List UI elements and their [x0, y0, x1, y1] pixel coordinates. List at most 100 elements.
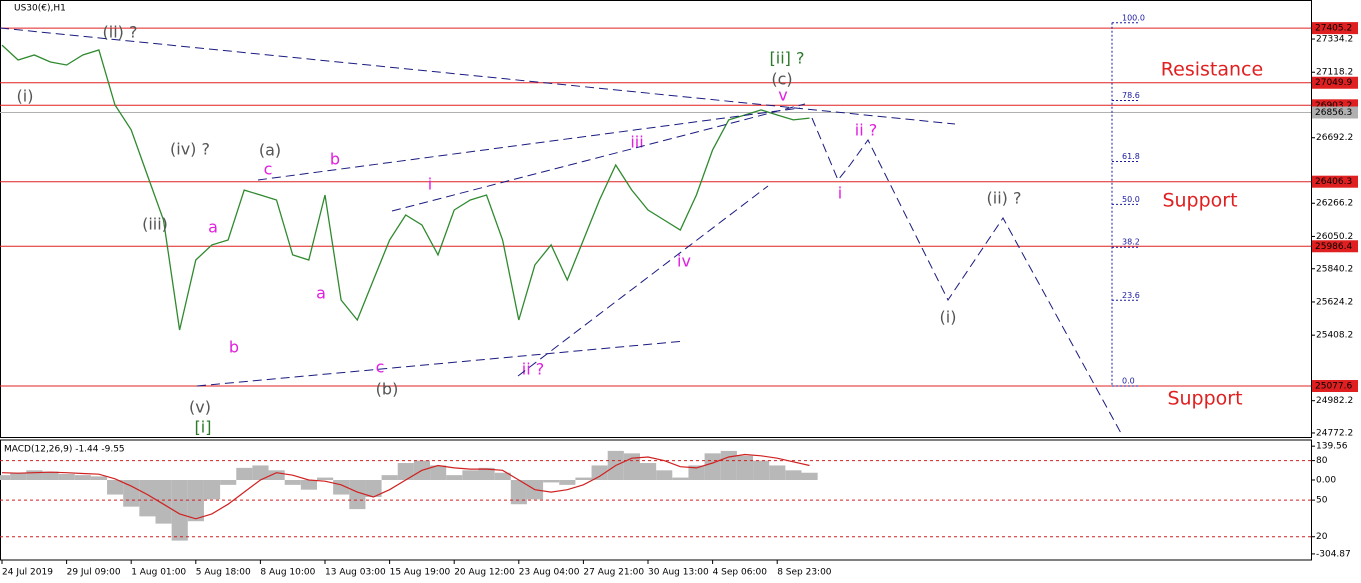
y-tick-label: 26050.2: [1316, 232, 1353, 242]
wave-label: (ii) ?: [987, 189, 1022, 208]
macd-bar: [559, 480, 576, 485]
macd-bar: [494, 472, 511, 480]
macd-bar: [656, 470, 673, 480]
macd-bar: [139, 480, 156, 517]
fib-label: 78.6: [1122, 91, 1140, 100]
wave-label: (b): [376, 380, 399, 399]
macd-bar: [252, 465, 269, 480]
wave-label: v: [778, 86, 787, 105]
wave-label: (iii): [142, 215, 168, 234]
macd-bar: [801, 472, 818, 480]
x-tick-label: 20 Aug 12:00: [454, 568, 515, 578]
level-label: 25077.6: [1315, 382, 1352, 392]
macd-bar: [430, 465, 447, 480]
fib-label: 38.2: [1122, 238, 1140, 247]
macd-bar: [704, 453, 721, 480]
fib-label: 61.8: [1122, 152, 1140, 161]
macd-tick-label: -304.87: [1316, 549, 1351, 559]
macd-tick-label: 139.56: [1316, 442, 1348, 452]
x-tick-label: 15 Aug 19:00: [390, 568, 451, 578]
macd-bar: [90, 476, 108, 480]
projection: [811, 117, 1123, 436]
macd-bar: [236, 467, 253, 480]
macd-bar: [446, 475, 463, 480]
x-tick-label: 27 Aug 21:00: [583, 568, 644, 578]
macd-bar: [397, 463, 414, 480]
wave-label: (ii) ?: [103, 23, 138, 42]
y-tick-label: 27118.2: [1316, 68, 1353, 78]
y-tick-label: 26692.2: [1316, 133, 1353, 143]
macd-title: MACD(12,26,9) -1.44 -9.55: [4, 445, 125, 455]
macd-bar: [736, 455, 754, 480]
macd-tick-label: 80: [1316, 456, 1328, 466]
wave-label: c: [264, 160, 273, 179]
macd-bar: [478, 467, 495, 480]
y-tick-label: 27334.2: [1316, 35, 1353, 45]
macd-bar: [462, 470, 479, 480]
macd-bar: [268, 470, 285, 480]
level-label-box: [1312, 22, 1358, 35]
macd-bar: [672, 477, 689, 480]
wave-label: (iv) ?: [170, 140, 210, 159]
wave-label: ii ?: [855, 121, 877, 140]
plot-frame: [0, 0, 1312, 438]
trendline: [196, 340, 686, 387]
macd-bar: [785, 470, 802, 480]
macd-bar: [187, 480, 204, 522]
price-line: [1, 44, 810, 331]
wave-label: b: [229, 338, 239, 357]
wave-label: iv: [677, 252, 691, 271]
chart-title: US30(€),H1: [14, 4, 66, 14]
wave-label: (i): [940, 308, 957, 327]
fib-label: 50.0: [1122, 195, 1140, 204]
wave-label: c: [376, 358, 385, 377]
macd-bar: [769, 465, 786, 480]
macd-bar: [42, 471, 59, 480]
macd-bar: [543, 480, 560, 483]
macd-bar: [10, 472, 27, 480]
wave-label: (v): [189, 398, 211, 417]
y-tick-label: 26266.2: [1316, 199, 1353, 209]
x-tick-label: 8 Aug 10:00: [260, 568, 315, 578]
x-tick-label: 1 Aug 01:00: [131, 568, 186, 578]
level-label: 25986.4: [1315, 242, 1352, 252]
wave-label: a: [316, 284, 326, 303]
macd-bar: [317, 477, 334, 480]
fib-label: 23.6: [1122, 291, 1140, 300]
macd-bar: [381, 475, 398, 480]
macd-bar: [300, 480, 317, 490]
fib-label: 100.0: [1122, 13, 1145, 22]
macd-bar: [74, 475, 91, 480]
wave-label: (i): [17, 87, 34, 106]
macd-bar: [155, 480, 172, 524]
macd-bar: [720, 450, 737, 480]
wave-label: b: [330, 150, 340, 169]
level-label-box: [1312, 76, 1358, 89]
wave-label: i: [428, 175, 432, 194]
zone-label: Support: [1167, 388, 1242, 410]
fib-label: 0.0: [1122, 377, 1135, 386]
wave-label: [i]: [195, 418, 212, 437]
macd-bar: [349, 480, 366, 510]
y-tick-label: 25840.2: [1316, 264, 1353, 274]
macd-tick-label: 0.00: [1316, 476, 1336, 486]
macd-bar: [640, 463, 657, 480]
level-label: 26406.3: [1315, 177, 1352, 187]
zone-label: Support: [1162, 190, 1237, 212]
macd-bar: [220, 480, 237, 485]
wave-label: ii ?: [522, 360, 544, 379]
wave-label: i: [838, 184, 842, 203]
y-tick-label: 24772.2: [1316, 428, 1353, 438]
x-tick-label: 30 Aug 13:00: [648, 568, 709, 578]
level-label-box: [1312, 106, 1358, 119]
macd-tick-label: 50: [1316, 496, 1328, 506]
macd-bar: [0, 475, 11, 480]
level-label-box: [1312, 240, 1358, 253]
macd-bar: [58, 473, 75, 480]
macd-bar: [107, 480, 124, 495]
trendline: [0, 27, 956, 125]
level-label: 27405.2: [1315, 24, 1352, 34]
wave-label: a: [208, 218, 218, 237]
